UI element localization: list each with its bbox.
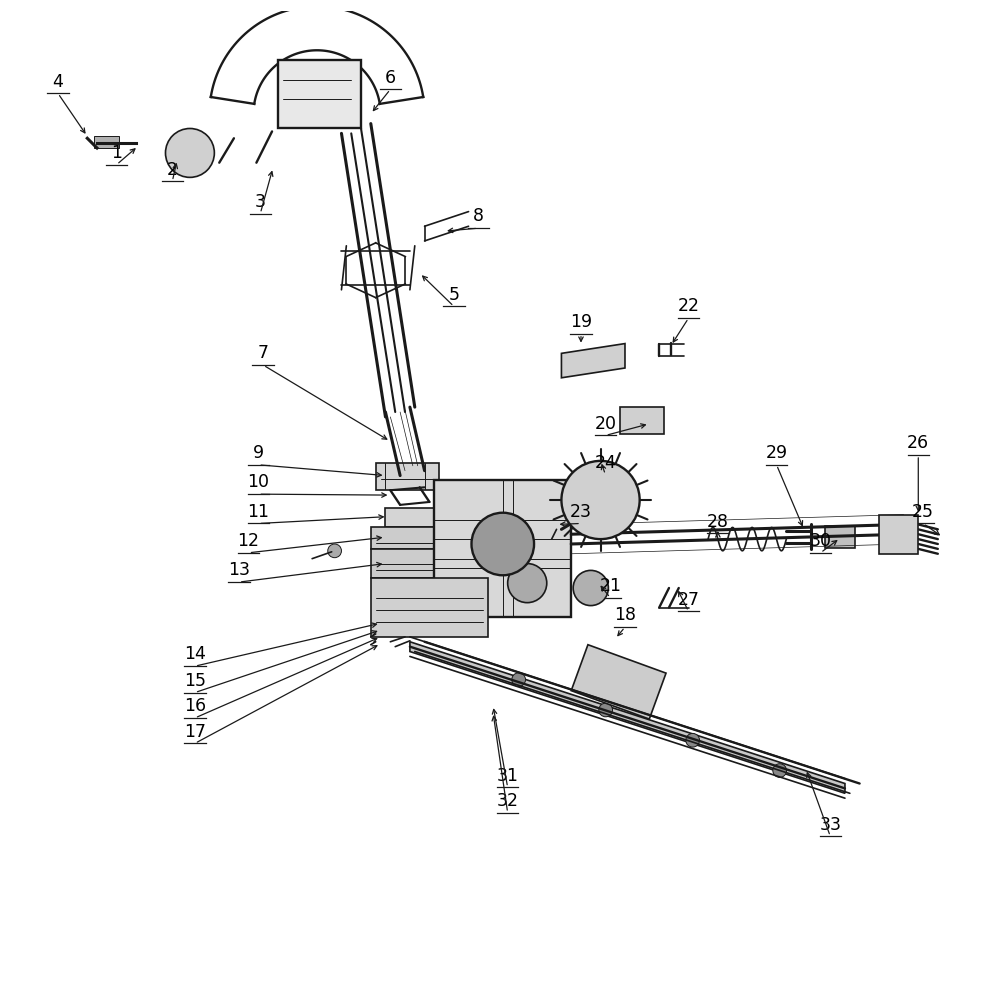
Bar xyxy=(435,480,571,617)
Circle shape xyxy=(512,673,526,686)
Text: 22: 22 xyxy=(677,297,699,315)
Text: 31: 31 xyxy=(497,767,519,785)
Text: 17: 17 xyxy=(183,723,206,741)
Text: 8: 8 xyxy=(473,207,484,225)
Circle shape xyxy=(508,564,547,603)
Text: 21: 21 xyxy=(599,577,621,595)
Bar xyxy=(571,645,666,719)
Circle shape xyxy=(599,703,612,717)
Text: 19: 19 xyxy=(570,313,592,331)
Text: 23: 23 xyxy=(570,503,592,521)
Bar xyxy=(537,519,571,543)
Text: 3: 3 xyxy=(254,193,266,211)
Text: 29: 29 xyxy=(765,444,788,462)
Bar xyxy=(620,407,665,434)
Text: 33: 33 xyxy=(819,816,841,834)
Text: 12: 12 xyxy=(238,532,259,550)
Text: 28: 28 xyxy=(707,513,729,531)
Bar xyxy=(386,508,439,527)
Text: 7: 7 xyxy=(257,344,269,362)
Bar xyxy=(278,60,361,128)
Text: 20: 20 xyxy=(595,415,616,433)
Bar xyxy=(880,515,918,554)
Bar xyxy=(371,549,458,578)
Text: 5: 5 xyxy=(449,286,459,304)
Text: 14: 14 xyxy=(183,645,206,663)
Text: 6: 6 xyxy=(385,69,396,87)
Text: 32: 32 xyxy=(497,792,519,810)
Circle shape xyxy=(573,570,608,606)
Text: 27: 27 xyxy=(677,591,699,609)
Polygon shape xyxy=(561,344,625,378)
Text: 4: 4 xyxy=(52,73,63,91)
Text: 15: 15 xyxy=(183,672,206,690)
Bar xyxy=(376,463,439,490)
Circle shape xyxy=(773,764,787,777)
Text: 18: 18 xyxy=(614,606,636,624)
Text: 10: 10 xyxy=(247,473,269,491)
Text: 24: 24 xyxy=(595,454,616,472)
Circle shape xyxy=(471,513,534,575)
Text: 26: 26 xyxy=(907,434,930,452)
Text: 13: 13 xyxy=(228,561,249,579)
Bar xyxy=(371,578,488,637)
Text: 2: 2 xyxy=(167,161,177,179)
Text: 30: 30 xyxy=(810,532,831,550)
Bar xyxy=(371,527,449,549)
Circle shape xyxy=(327,544,341,558)
Text: 16: 16 xyxy=(183,697,206,715)
Circle shape xyxy=(166,128,214,177)
Bar xyxy=(94,136,118,148)
Text: 11: 11 xyxy=(247,503,269,521)
Polygon shape xyxy=(410,642,845,793)
Circle shape xyxy=(686,733,699,747)
Text: 25: 25 xyxy=(912,503,934,521)
Text: 1: 1 xyxy=(111,144,122,162)
Bar xyxy=(825,526,855,548)
Circle shape xyxy=(561,461,640,539)
Text: 9: 9 xyxy=(252,444,264,462)
